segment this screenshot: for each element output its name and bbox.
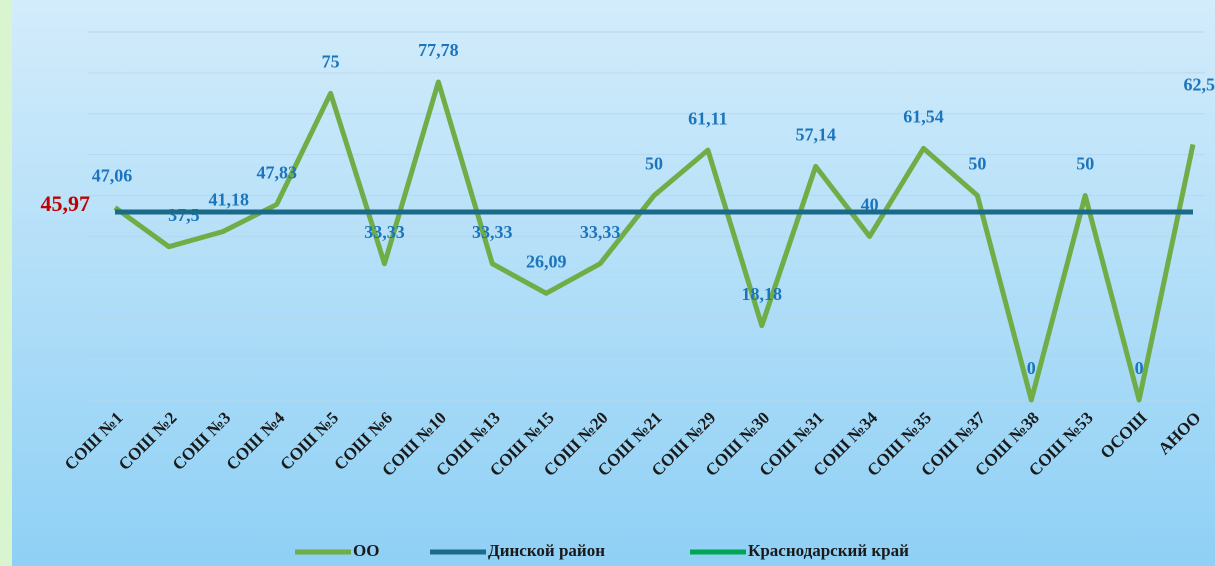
reference-label: 45,97 [41,191,91,216]
data-label: 47,06 [92,166,133,186]
legend-item: Краснодарский край [690,541,909,560]
data-label: 62,5 [1184,75,1215,95]
data-label: 37,5 [168,205,200,225]
data-label: 33,33 [580,222,621,242]
data-label: 61,11 [688,108,728,128]
data-label: 26,09 [526,251,567,271]
legend-item: ОО [295,541,379,560]
left-strip [0,0,12,566]
data-label: 77,78 [418,40,459,60]
data-label: 50 [968,154,986,174]
data-label: 33,33 [472,222,513,242]
data-label: 41,18 [209,190,250,210]
legend-label: Динской район [488,541,605,560]
data-label: 47,83 [256,163,297,183]
data-label: 57,14 [795,124,836,144]
data-label: 33,33 [364,222,405,242]
legend-label: Краснодарский край [748,541,909,560]
legend-item: Динской район [430,541,605,560]
series-line [113,79,1196,403]
data-label: 50 [1076,154,1094,174]
legend-label: ОО [353,541,379,560]
data-label: 0 [1135,358,1144,378]
data-label: 0 [1027,358,1036,378]
data-label: 61,54 [903,106,944,126]
data-label: 75 [322,51,340,71]
data-label: 18,18 [742,284,783,304]
data-label: 50 [645,154,663,174]
